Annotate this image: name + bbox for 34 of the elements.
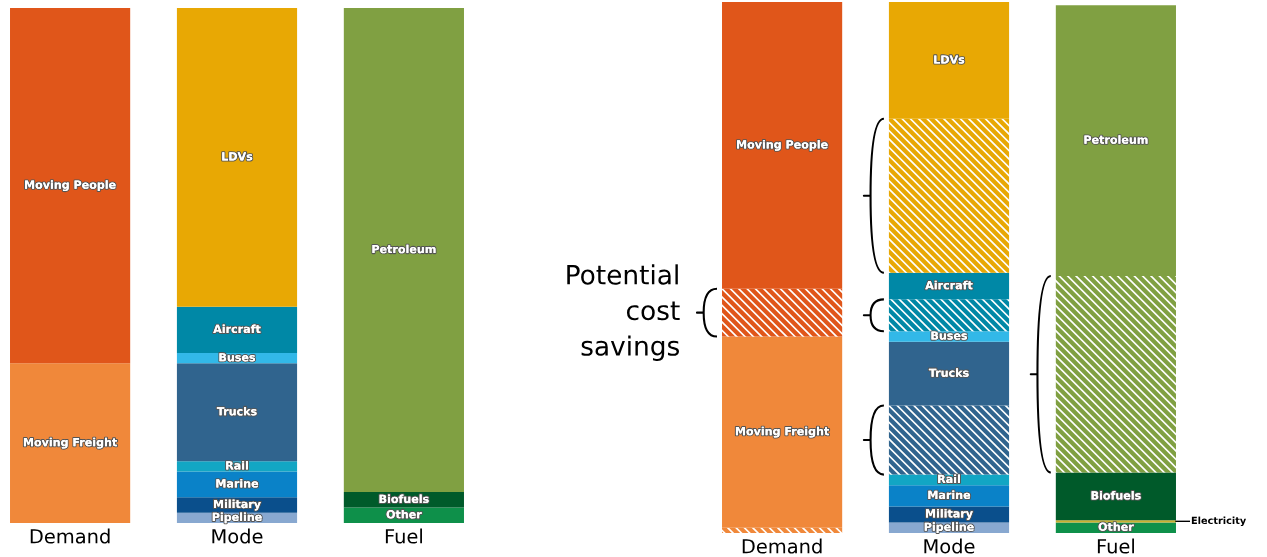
series-label: LDVs (222, 152, 253, 161)
series-label: Military (214, 499, 261, 511)
series-label: Rail (226, 460, 248, 470)
series-label: Biofuels (1091, 490, 1141, 500)
x-tick-label: Fuel (1097, 538, 1134, 554)
series-label: Moving People (737, 139, 828, 151)
series-label: Pipeline (212, 512, 262, 524)
x-tick-label: Fuel (385, 528, 422, 544)
x-tick-label: Mode (924, 538, 975, 554)
series-label: Trucks (216, 406, 257, 416)
series-label: Moving People (25, 180, 116, 192)
series-label: Marine (216, 479, 259, 488)
series-label: Moving Freight (735, 426, 830, 438)
x-tick-label: Demand (742, 538, 822, 554)
x-tick-label: Demand (30, 528, 110, 544)
text: Potential cost savings (567, 264, 680, 361)
series-label: Military (926, 508, 973, 520)
x-tick-label: Mode (212, 528, 263, 544)
series-label: Moving Freight (23, 437, 118, 449)
series-label: Other (1098, 522, 1134, 531)
series-label: Electricity (1191, 516, 1247, 527)
series-label: Petroleum (1084, 135, 1148, 144)
series-label: Petroleum (372, 244, 436, 254)
series-label: Biofuels (379, 494, 429, 504)
series-label: LDVs (934, 55, 965, 64)
series-label: Rail (938, 474, 960, 484)
series-label: Pipeline (924, 522, 974, 534)
series-label: Other (386, 509, 422, 519)
series-label: Buses (931, 331, 968, 340)
series-label: Trucks (928, 368, 969, 377)
series-label: Aircraft (213, 324, 261, 334)
series-label: Buses (219, 353, 256, 362)
series-label: Marine (928, 490, 971, 500)
series-label: Aircraft (925, 280, 973, 290)
